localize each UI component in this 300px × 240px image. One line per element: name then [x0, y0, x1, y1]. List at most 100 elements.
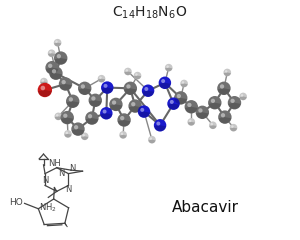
Circle shape [85, 111, 99, 125]
Circle shape [231, 125, 234, 128]
Text: HO: HO [9, 198, 23, 207]
Circle shape [167, 65, 169, 68]
Circle shape [112, 100, 116, 105]
Circle shape [88, 114, 92, 118]
Circle shape [52, 69, 56, 73]
Wedge shape [219, 117, 231, 124]
Circle shape [142, 84, 154, 97]
Circle shape [66, 132, 68, 134]
Circle shape [161, 79, 165, 83]
Wedge shape [100, 113, 112, 119]
Circle shape [208, 96, 221, 109]
Text: Abacavir: Abacavir [172, 200, 239, 215]
Wedge shape [138, 112, 150, 118]
Circle shape [74, 125, 78, 129]
Wedge shape [209, 125, 217, 129]
Wedge shape [54, 43, 61, 46]
Circle shape [198, 108, 203, 113]
Circle shape [144, 87, 148, 91]
Circle shape [239, 93, 247, 100]
Circle shape [49, 66, 63, 80]
Circle shape [63, 114, 68, 118]
Circle shape [187, 103, 191, 107]
Circle shape [48, 49, 56, 57]
Wedge shape [98, 79, 105, 82]
Text: NH: NH [48, 159, 61, 168]
Circle shape [154, 119, 166, 132]
Circle shape [156, 121, 160, 126]
Wedge shape [78, 88, 91, 95]
Circle shape [81, 84, 85, 89]
Wedge shape [61, 118, 74, 124]
Wedge shape [230, 128, 237, 131]
Circle shape [188, 118, 195, 126]
Circle shape [38, 83, 52, 97]
Wedge shape [119, 135, 127, 138]
Circle shape [69, 97, 73, 102]
Circle shape [128, 99, 142, 113]
Circle shape [71, 122, 85, 136]
Wedge shape [54, 58, 67, 65]
Wedge shape [181, 84, 188, 87]
Circle shape [159, 77, 171, 89]
Circle shape [55, 113, 62, 120]
Wedge shape [40, 82, 47, 85]
Circle shape [220, 84, 224, 89]
Circle shape [98, 75, 105, 83]
Text: N: N [70, 163, 76, 173]
Circle shape [134, 72, 141, 79]
Circle shape [189, 120, 191, 122]
Wedge shape [50, 73, 62, 80]
Circle shape [224, 69, 231, 76]
Circle shape [126, 69, 128, 72]
Circle shape [211, 123, 213, 126]
Text: C$_{14}$H$_{18}$N$_{6}$O: C$_{14}$H$_{18}$N$_{6}$O [112, 5, 188, 21]
Circle shape [196, 106, 209, 119]
Circle shape [66, 95, 80, 108]
Wedge shape [118, 120, 130, 126]
Wedge shape [55, 116, 62, 120]
Wedge shape [89, 100, 102, 107]
Wedge shape [110, 104, 122, 111]
Circle shape [135, 73, 138, 76]
Circle shape [225, 70, 227, 73]
Circle shape [148, 136, 156, 144]
Circle shape [167, 97, 180, 110]
Circle shape [49, 51, 52, 54]
Circle shape [218, 110, 232, 124]
Circle shape [170, 100, 174, 104]
Wedge shape [81, 136, 88, 140]
Circle shape [174, 91, 188, 105]
Circle shape [180, 80, 188, 87]
Circle shape [209, 121, 217, 129]
Circle shape [119, 131, 127, 139]
Circle shape [230, 99, 235, 103]
Circle shape [81, 132, 88, 140]
Wedge shape [174, 98, 187, 104]
Circle shape [221, 113, 225, 117]
Wedge shape [129, 106, 141, 113]
Wedge shape [124, 88, 136, 95]
Text: N: N [65, 186, 72, 194]
Circle shape [165, 64, 172, 72]
Circle shape [88, 94, 102, 107]
Circle shape [109, 98, 123, 111]
Circle shape [61, 80, 66, 84]
Circle shape [182, 81, 184, 84]
Circle shape [54, 39, 61, 47]
Wedge shape [188, 122, 195, 126]
Circle shape [131, 102, 135, 106]
Wedge shape [85, 118, 98, 125]
Wedge shape [185, 107, 198, 113]
Wedge shape [101, 88, 113, 94]
Circle shape [42, 79, 44, 82]
Wedge shape [218, 88, 230, 95]
Circle shape [100, 107, 112, 120]
Circle shape [40, 86, 45, 90]
Wedge shape [64, 134, 71, 138]
Wedge shape [46, 68, 58, 74]
Circle shape [78, 82, 92, 95]
Circle shape [121, 132, 123, 135]
Wedge shape [38, 90, 52, 97]
Wedge shape [142, 91, 154, 97]
